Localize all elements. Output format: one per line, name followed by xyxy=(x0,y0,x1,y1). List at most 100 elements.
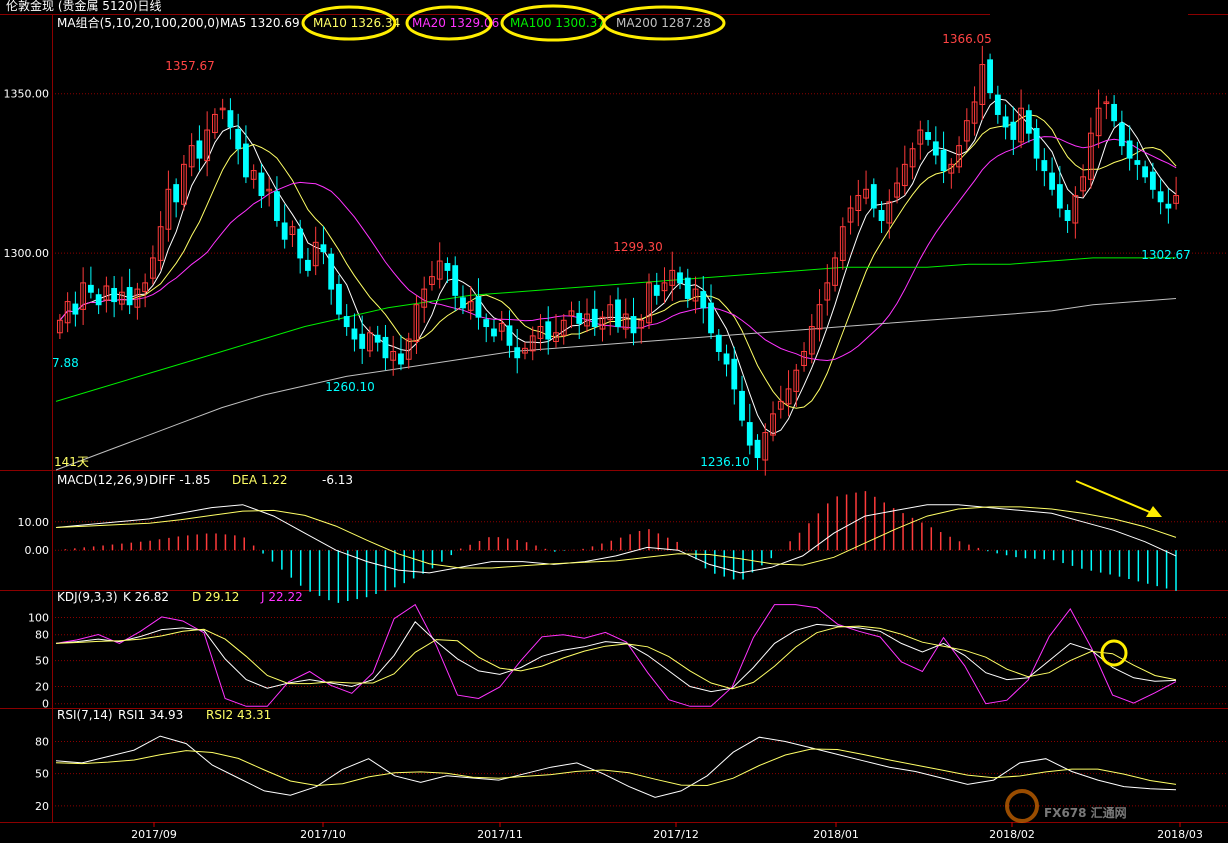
kdj-d-line xyxy=(55,625,1177,690)
ma-group-label: MA组合(5,10,20,100,200,0) xyxy=(57,15,220,30)
candle-body xyxy=(1111,103,1118,122)
ma100-label: MA100 1300.37 xyxy=(510,16,605,30)
candle-body xyxy=(622,313,629,330)
price-annotation-high: 1357.67 xyxy=(165,59,215,73)
price-annotation-high: 1366.05 xyxy=(942,32,992,46)
candle-body xyxy=(103,285,110,301)
candle-body xyxy=(785,388,792,405)
candle-body xyxy=(584,313,590,327)
candle-body xyxy=(537,326,544,339)
candle-body xyxy=(615,299,621,328)
candle-body xyxy=(483,319,490,328)
candle-body xyxy=(149,257,156,279)
candle-body xyxy=(157,226,164,261)
candle-body xyxy=(56,319,63,334)
candle-body xyxy=(948,163,955,174)
candle-body xyxy=(529,335,536,352)
candle-body xyxy=(281,222,288,240)
candle-body xyxy=(870,184,877,209)
macd-diff-label: DIFF -1.85 xyxy=(149,473,210,487)
candle-body xyxy=(320,244,327,253)
macd-dea-line xyxy=(55,506,1177,569)
candle-body xyxy=(901,163,908,187)
kdj-tick-label: 50 xyxy=(35,655,49,668)
candle-body xyxy=(894,182,900,198)
candle-body xyxy=(932,141,939,156)
candle-body xyxy=(266,188,273,192)
candle-body xyxy=(1049,172,1055,190)
candle-body xyxy=(289,226,296,236)
kdj-cross-highlight xyxy=(1100,639,1128,667)
candle-body xyxy=(452,265,459,296)
rsi-tick-label: 50 xyxy=(35,768,49,781)
candle-body xyxy=(374,334,381,343)
candle-body xyxy=(591,308,598,328)
candle-body xyxy=(382,336,389,359)
candle-body xyxy=(405,338,412,360)
candle-body xyxy=(816,304,823,330)
candle-body xyxy=(653,284,660,296)
candle-body xyxy=(343,316,350,328)
watermark-logo-icon xyxy=(1005,789,1039,823)
x-tick-label: 2017/12 xyxy=(653,828,699,841)
candle-body xyxy=(1118,122,1125,147)
candle-body xyxy=(134,288,141,308)
candle-body xyxy=(413,304,420,343)
ma200-line xyxy=(55,298,1177,471)
candle-body xyxy=(1095,107,1102,137)
candlestick-series xyxy=(56,45,1180,476)
candle-body xyxy=(708,302,714,334)
candle-body xyxy=(599,316,606,330)
days-label: 141天 xyxy=(54,455,89,469)
ma100-line xyxy=(55,257,1176,402)
candle-body xyxy=(1025,110,1032,134)
candle-body xyxy=(1072,195,1079,224)
price-annotation-low: 1236.10 xyxy=(700,455,750,469)
candle-body xyxy=(165,188,172,230)
candle-body xyxy=(421,288,428,308)
moving-average-lines xyxy=(55,98,1177,471)
candle-body xyxy=(1041,160,1048,172)
price-annotation-low: 1302.67 xyxy=(1141,248,1191,262)
candle-body xyxy=(80,282,87,310)
macd-diff-line xyxy=(55,504,1177,574)
candle-body xyxy=(801,350,807,367)
chart-frame xyxy=(0,14,1228,823)
candle-body xyxy=(684,277,691,299)
axis-labels: 1350.00 1300.00 10.00 0.00 100 80 50 20 0 80 50 20 2… xyxy=(4,88,1203,841)
candle-body xyxy=(436,260,443,280)
ma10-highlight-circle xyxy=(301,5,397,41)
candle-body xyxy=(398,353,404,365)
kdj-k-line xyxy=(55,621,1177,693)
candle-body xyxy=(1157,191,1164,203)
macd-tick-label: 0.00 xyxy=(25,544,50,557)
candle-body xyxy=(723,353,730,365)
candle-body xyxy=(770,413,776,436)
ma10-line xyxy=(59,114,1177,409)
candle-body xyxy=(700,291,707,309)
ma5-label: MA5 1320.69 xyxy=(220,16,300,30)
price-tick-label: 1300.00 xyxy=(4,247,50,260)
candle-body xyxy=(1126,140,1133,159)
candle-body xyxy=(1149,171,1156,190)
rsi-panel xyxy=(55,735,1177,798)
candle-body xyxy=(204,129,211,162)
candle-body xyxy=(87,284,94,293)
candle-body xyxy=(987,59,993,94)
candle-body xyxy=(506,325,513,346)
macd-value-label: -6.13 xyxy=(322,473,353,487)
candle-body xyxy=(1002,116,1009,128)
x-tick-label: 2017/10 xyxy=(300,828,346,841)
candle-body xyxy=(305,259,311,271)
candle-body xyxy=(212,113,218,134)
candle-body xyxy=(646,282,652,324)
ma200-label: MA200 1287.28 xyxy=(616,16,711,30)
candle-body xyxy=(1142,166,1149,178)
candle-body xyxy=(243,143,249,178)
candle-body xyxy=(754,439,761,459)
ma10-label: MA10 1326.34 xyxy=(313,16,400,30)
candle-body xyxy=(460,297,466,309)
rsi1-line xyxy=(55,735,1177,798)
rsi-tick-label: 20 xyxy=(35,800,49,813)
candle-body xyxy=(181,163,187,205)
